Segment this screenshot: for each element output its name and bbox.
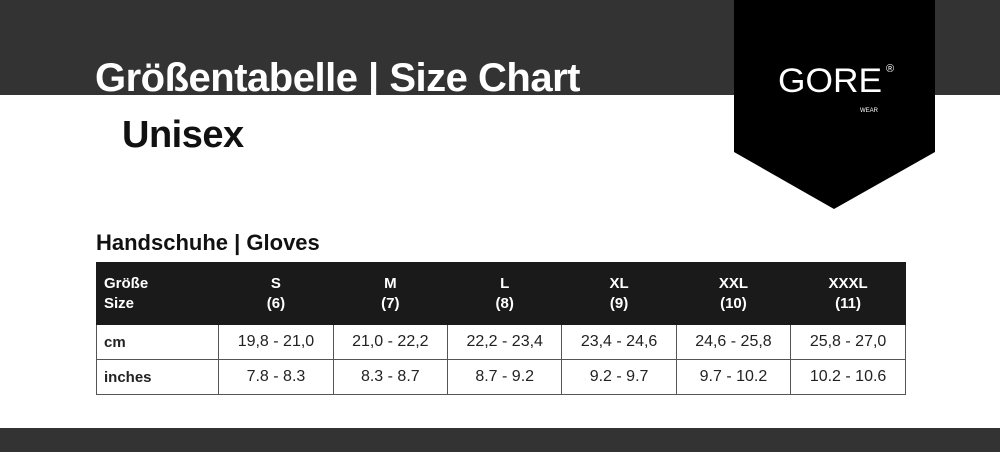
size-header: L (8)	[446, 262, 563, 325]
size-number: (8)	[495, 294, 514, 312]
size-header: XL (9)	[561, 262, 677, 325]
size-table: Größe Size S (6) M (7) L (8) XL (9) XXL (10) X…	[95, 262, 906, 395]
table-cell: 9.2 - 9.7	[561, 359, 677, 395]
gore-wear-logo: GORE ® WEAR	[734, 0, 935, 209]
size-label: M	[384, 274, 397, 292]
corner-en: Size	[104, 294, 135, 312]
size-header: M (7)	[332, 262, 449, 325]
size-label: XL	[609, 274, 629, 292]
size-header: XXL (10)	[675, 262, 792, 325]
table-cell: 7.8 - 8.3	[218, 359, 334, 395]
size-number: (10)	[720, 294, 747, 312]
size-header: S (6)	[218, 262, 334, 325]
size-number: (9)	[609, 294, 629, 312]
size-number: (7)	[381, 294, 400, 312]
size-label: XXXL	[828, 274, 868, 292]
corner-de: Größe	[104, 274, 149, 292]
corner-header: Größe Size	[95, 262, 220, 325]
size-number: (6)	[266, 294, 286, 312]
logo-text: GORE	[778, 62, 882, 100]
logo-sub: WEAR	[860, 108, 879, 114]
table-cell: 8.7 - 9.2	[446, 359, 563, 395]
size-label: XXL	[718, 274, 749, 292]
table-cell: 23,4 - 24,6	[561, 324, 677, 360]
table-cell: 24,6 - 25,8	[675, 324, 792, 360]
size-header: XXXL (11)	[790, 262, 906, 325]
page-subtitle: Unisex	[122, 114, 244, 156]
row-label: cm	[95, 324, 220, 360]
table-cell: 22,2 - 23,4	[446, 324, 563, 360]
table-cell: 10.2 - 10.6	[790, 359, 906, 395]
table-cell: 25,8 - 27,0	[790, 324, 906, 360]
size-label: L	[500, 274, 510, 292]
row-label: inches	[95, 359, 220, 395]
bottom-band	[0, 428, 1000, 452]
title-container: Größentabelle | Size Chart	[95, 50, 715, 95]
table-cell: 9.7 - 10.2	[675, 359, 792, 395]
table-row: inches 7.8 - 8.3 8.3 - 8.7 8.7 - 9.2 9.2…	[95, 359, 906, 395]
table-header-row: Größe Size S (6) M (7) L (8) XL (9) XXL (10) X…	[95, 262, 906, 325]
size-label: S	[270, 274, 281, 292]
table-cell: 19,8 - 21,0	[218, 324, 334, 360]
page-title: Größentabelle | Size Chart	[95, 56, 580, 95]
table-cell: 21,0 - 22,2	[332, 324, 449, 360]
size-number: (11)	[835, 294, 861, 312]
table-row: cm 19,8 - 21,0 21,0 - 22,2 22,2 - 23,4 2…	[95, 324, 906, 360]
section-title: Handschuhe | Gloves	[96, 230, 320, 255]
logo-registered: ®	[886, 63, 894, 75]
table-cell: 8.3 - 8.7	[332, 359, 449, 395]
